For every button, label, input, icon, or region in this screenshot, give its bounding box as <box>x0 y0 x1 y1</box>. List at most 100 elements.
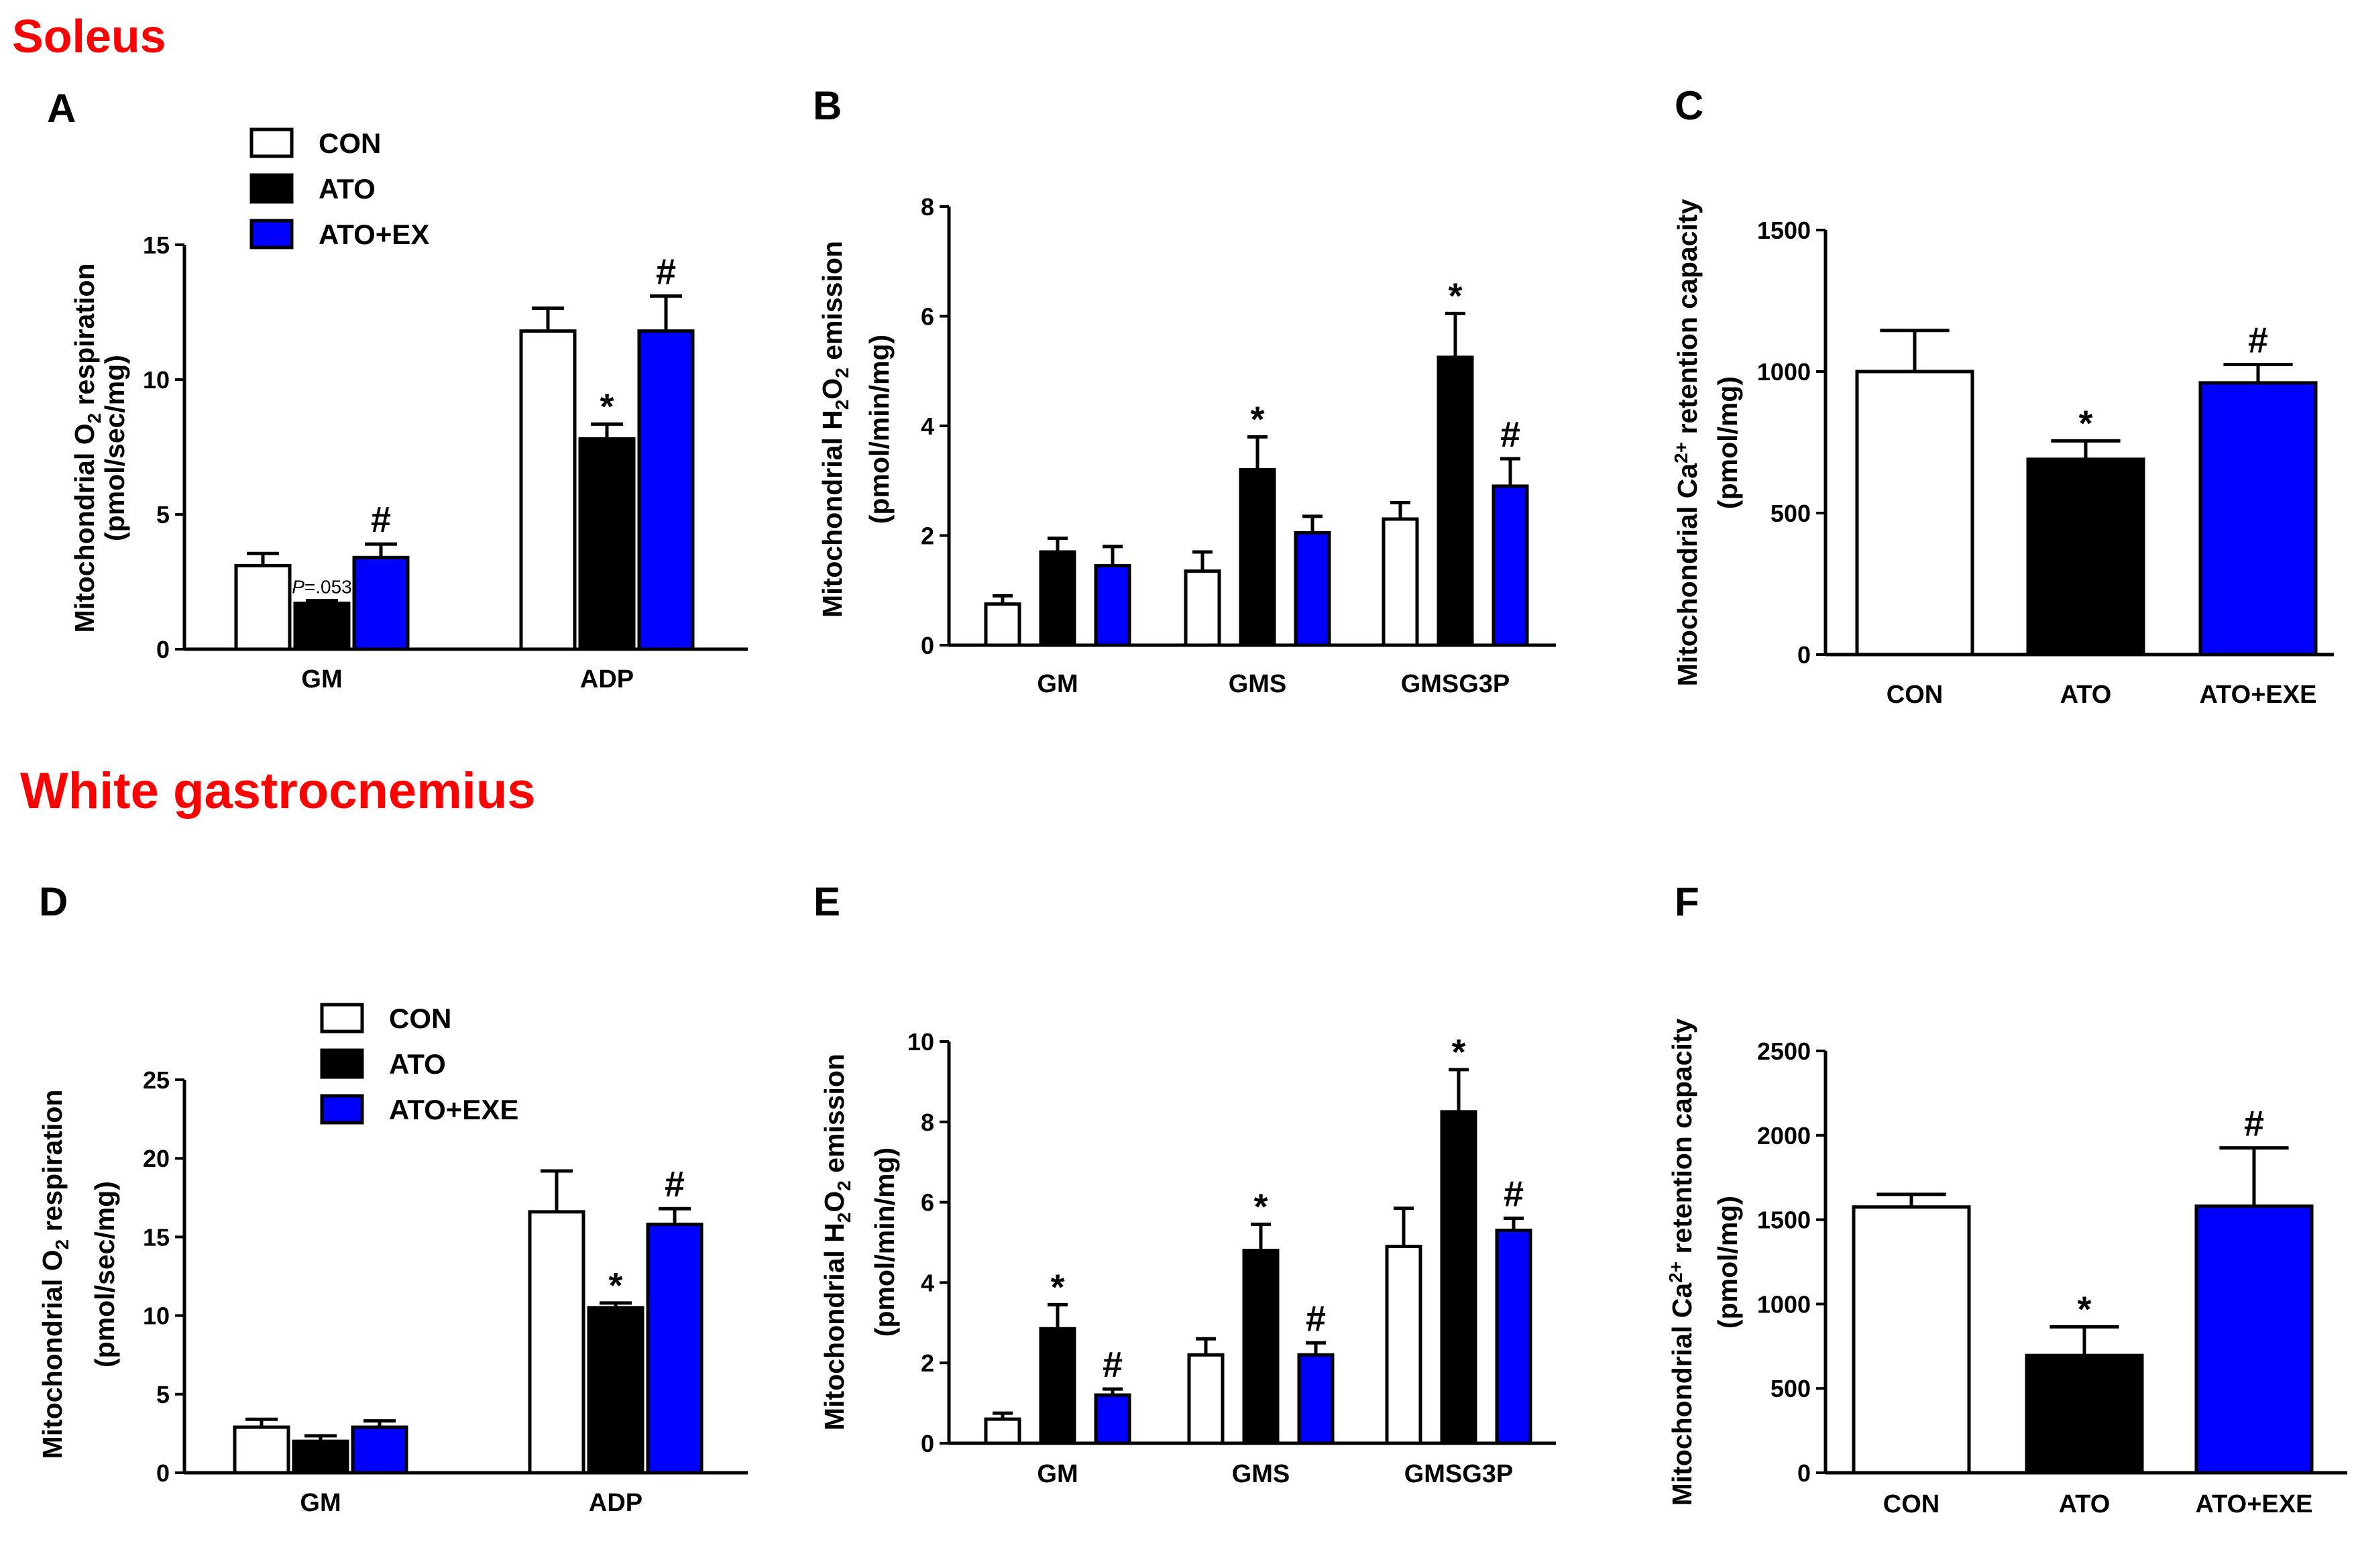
y-tick-label: 10 <box>907 1028 934 1056</box>
bar-e-gmsg3p-con <box>1385 1244 1422 1445</box>
y-tick-label: 2000 <box>1757 1122 1811 1150</box>
legend-label-con: CON <box>319 127 381 159</box>
y-axis-title: Mitochondrial H2O2 emission <box>817 241 852 618</box>
bar-e-gmsg3p-ato-exe <box>1495 1229 1532 1445</box>
bar-a-gm-con <box>234 563 292 651</box>
significance-hash: # <box>2248 320 2268 360</box>
bar-e-gm-con <box>984 1417 1021 1445</box>
significance-star: * <box>1253 1187 1268 1227</box>
bar-d-adp-ato-exe <box>646 1223 704 1475</box>
bar-c-ato-ato <box>2026 457 2145 657</box>
legend-swatch-con <box>320 1003 364 1033</box>
bar-a-gm-ato-ex <box>352 555 410 651</box>
y-axis-title-part: emission <box>819 1054 850 1180</box>
y-tick-label: 0 <box>1797 641 1811 669</box>
category-label-ato: ATO <box>2060 681 2112 709</box>
y-tick-label: 4 <box>921 412 934 440</box>
y-tick-label: 2500 <box>1757 1038 1811 1065</box>
significance-star: * <box>1250 399 1264 439</box>
y-axis-title-part: respiration <box>69 264 100 413</box>
p-value-number: =.053 <box>304 577 352 598</box>
bar-b-gm-ato-ex <box>1094 563 1131 647</box>
panel-letter-c: C <box>1675 83 1703 128</box>
category-label-con: CON <box>1883 1490 1940 1518</box>
y-tick-label: 4 <box>921 1269 934 1296</box>
y-tick-label: 0 <box>1797 1459 1811 1487</box>
panel-letter-d: D <box>39 879 68 924</box>
significance-hash: # <box>665 1164 685 1205</box>
significance-star: * <box>1451 1032 1465 1072</box>
bar-b-gm-ato <box>1039 550 1076 647</box>
bar-b-gmsg3p-con <box>1382 517 1419 647</box>
panel-d-chart: 0 5 10 15 20 25 Mitochondrial O2 respiration (p… <box>37 1003 748 1517</box>
legend-label-ato-ex: ATO+EX <box>319 219 429 250</box>
category-label-adp: ADP <box>580 665 634 693</box>
bar-d-adp-ato <box>587 1306 644 1475</box>
legend-label-con: CON <box>389 1003 451 1034</box>
y-axis-title-sub: 2 <box>832 400 852 410</box>
bar-e-gmsg3p-ato <box>1440 1110 1477 1445</box>
y-tick-label: 1000 <box>1757 1290 1811 1318</box>
bar-f-con-con <box>1852 1205 1971 1475</box>
significance-hash: # <box>1306 1298 1326 1339</box>
y-axis-title-part: Mitochondrial H <box>817 410 848 618</box>
bar-e-gm-ato-exe <box>1094 1393 1131 1445</box>
category-label-ato: ATO <box>2059 1490 2111 1518</box>
y-axis-title-sub: 2 <box>834 1213 854 1223</box>
panel-letter-b: B <box>813 83 842 128</box>
category-label-ato-exe: ATO+EXE <box>2196 1490 2313 1518</box>
y-tick-label: 20 <box>143 1145 170 1172</box>
significance-star: * <box>1448 276 1462 316</box>
category-label-gmsg3p: GMSG3P <box>1404 1460 1514 1488</box>
bar-e-gm-ato <box>1039 1327 1076 1445</box>
legend-label-ato-exe: ATO+EXE <box>389 1094 518 1125</box>
section-title-white-gastrocnemius: White gastrocnemius <box>20 763 536 820</box>
y-tick-label: 5 <box>156 1381 170 1408</box>
y-tick-label: 500 <box>1771 1375 1811 1402</box>
y-axis-title: Mitochondrial Ca2+ retention capacity <box>1671 199 1703 686</box>
bar-d-adp-con <box>528 1210 585 1475</box>
y-axis-unit: (pmol/sec/mg) <box>99 355 130 541</box>
bar-b-gmsg3p-ato <box>1437 355 1474 647</box>
y-axis-title-part: O <box>817 378 848 400</box>
significance-star: * <box>1050 1267 1064 1307</box>
y-axis-unit: (pmol/sec/mg) <box>89 1181 120 1367</box>
legend: CON ATO ATO+EXE <box>320 1003 518 1125</box>
bar-b-gms-con <box>1184 569 1221 647</box>
significance-hash: # <box>1504 1174 1524 1215</box>
panel-letter-a: A <box>47 86 76 131</box>
y-axis-title-part: emission <box>817 241 848 368</box>
y-tick-label: 8 <box>921 193 934 221</box>
category-label-gmsg3p: GMSG3P <box>1401 670 1510 698</box>
bar-a-adp-con <box>519 329 577 651</box>
significance-hash: # <box>1500 414 1520 455</box>
panel-letter-e: E <box>813 879 840 924</box>
y-axis-title-sub: 2 <box>832 368 852 378</box>
panel-c-chart: 0 500 1000 1500 Mitochondrial Ca2+ retention… <box>1671 199 2334 709</box>
y-tick-label: 500 <box>1771 500 1811 527</box>
significance-hash: # <box>656 251 676 292</box>
category-label-gm: GM <box>1037 670 1078 698</box>
y-axis-title-sup: 2+ <box>1665 1262 1686 1283</box>
y-axis-title: Mitochondrial O2 respiration <box>69 264 105 633</box>
bar-b-gms-ato <box>1239 467 1276 647</box>
y-tick-label: 0 <box>156 636 170 663</box>
significance-hash: # <box>371 500 391 540</box>
bar-d-gm-ato <box>292 1439 349 1475</box>
bar-a-adp-ato-ex <box>637 329 695 651</box>
bar-b-gms-ato-ex <box>1294 530 1331 647</box>
category-label-gm: GM <box>301 665 342 693</box>
significance-star: * <box>2078 403 2092 443</box>
y-axis-title-sub: 2 <box>52 1239 72 1250</box>
legend: CON ATO ATO+EX <box>249 127 429 250</box>
y-tick-label: 1000 <box>1757 358 1811 386</box>
y-axis-title-part: retention capacity <box>1672 199 1703 441</box>
y-axis-unit: (pmol/mg) <box>1712 1196 1743 1329</box>
bar-a-gm-ato <box>293 602 351 651</box>
y-axis-unit: (pmol/min/mg) <box>864 335 895 524</box>
category-label-ato-exe: ATO+EXE <box>2200 681 2317 709</box>
panel-f-chart: 0 500 1000 1500 2000 2500 Mitochondrial Ca2+ r… <box>1665 1018 2347 1518</box>
y-tick-label: 8 <box>921 1109 934 1136</box>
